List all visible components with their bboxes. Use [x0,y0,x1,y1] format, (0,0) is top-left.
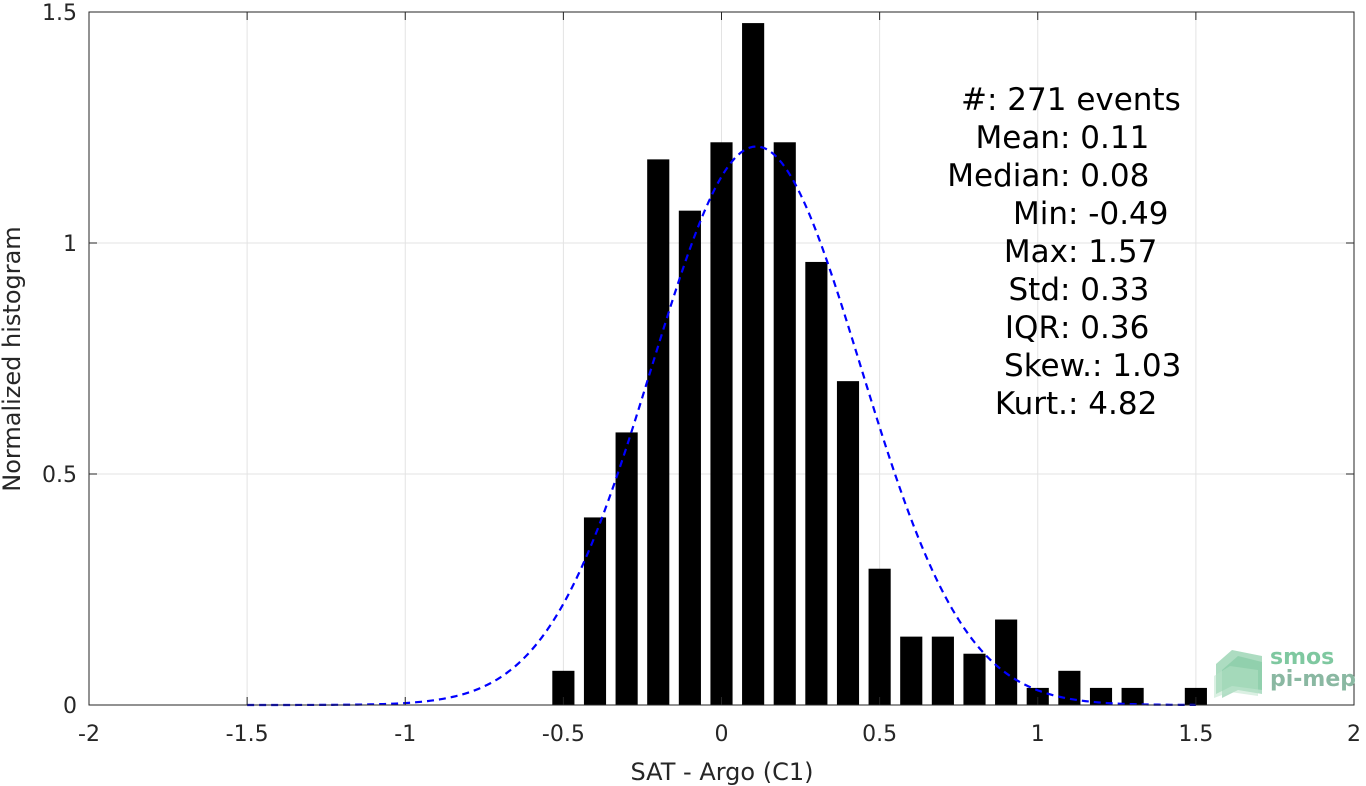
histogram-bar [742,23,765,705]
stat-value: : 271 events [987,82,1181,118]
histogram-bar [647,159,670,706]
logo-text-smos: smos [1270,645,1334,670]
x-tick-label: 1 [1031,722,1045,747]
y-axis-label: Normalized histogram [0,226,26,491]
histogram-bar [995,619,1018,705]
histogram-bar [710,142,733,705]
stat-label: # [961,82,987,118]
histogram-bar [583,517,607,705]
stat-value: : 0.11 [1060,120,1149,156]
histogram-bar [552,670,575,705]
x-tick-label: -0.5 [542,722,585,747]
histogram-bar [1058,670,1081,705]
x-tick-label: 0.5 [862,722,897,747]
histogram-bar [836,381,860,705]
histogram-bar [868,568,891,705]
histogram-bar [963,653,986,705]
logo-text-pimep: pi-mep [1270,667,1356,692]
stat-value: : -0.49 [1068,196,1169,232]
stat-label: Median [947,158,1060,194]
histogram-bar [1026,687,1049,705]
x-tick-label: 1.5 [1178,722,1213,747]
histogram-bar [678,210,701,705]
histogram-bar [900,636,923,705]
stat-value: : 0.08 [1060,158,1149,194]
y-tick-label: 1.5 [42,1,77,26]
logo-waves-icon [1214,650,1262,698]
y-tick-label: 1 [63,232,77,257]
stat-label: IQR [1005,310,1060,346]
histogram-bar [805,261,828,705]
x-tick-labels: -2 -1.5 -1 -0.5 0 0.5 1 1.5 2 [78,722,1361,747]
stat-value: : 1.57 [1068,234,1157,270]
histogram-bars [552,23,1207,706]
histogram-bar [615,432,638,705]
stat-label: Skew. [1004,348,1092,384]
stat-label: Std [1008,272,1060,308]
stat-label: Max [1004,234,1068,270]
x-tick-label: -1.5 [226,722,269,747]
stat-value: : 0.36 [1060,310,1149,346]
x-tick-label: -2 [78,722,100,747]
smos-pimep-logo: smos pi-mep [1214,645,1356,698]
histogram-bar [1184,687,1207,705]
axis-ticks [88,11,1355,706]
y-tick-label: 0 [63,694,77,719]
stat-label: Kurt. [995,386,1068,422]
stat-value: : 4.82 [1068,386,1157,422]
stat-label: Min [1013,196,1068,232]
histogram-bar [1089,687,1113,705]
stat-label: Mean [976,120,1060,156]
stat-value: : 0.33 [1060,272,1149,308]
x-tick-label: 2 [1347,722,1361,747]
histogram-bar [1121,687,1144,705]
x-tick-label: 0 [715,722,729,747]
y-tick-labels: 0 0.5 1 1.5 [42,1,77,719]
x-tick-label: -1 [394,722,416,747]
x-axis-label: SAT - Argo (C1) [631,758,814,786]
stat-value: : 1.03 [1092,348,1181,384]
y-tick-label: 0.5 [42,463,77,488]
histogram-bar [931,636,954,705]
histogram-bar [773,142,796,705]
